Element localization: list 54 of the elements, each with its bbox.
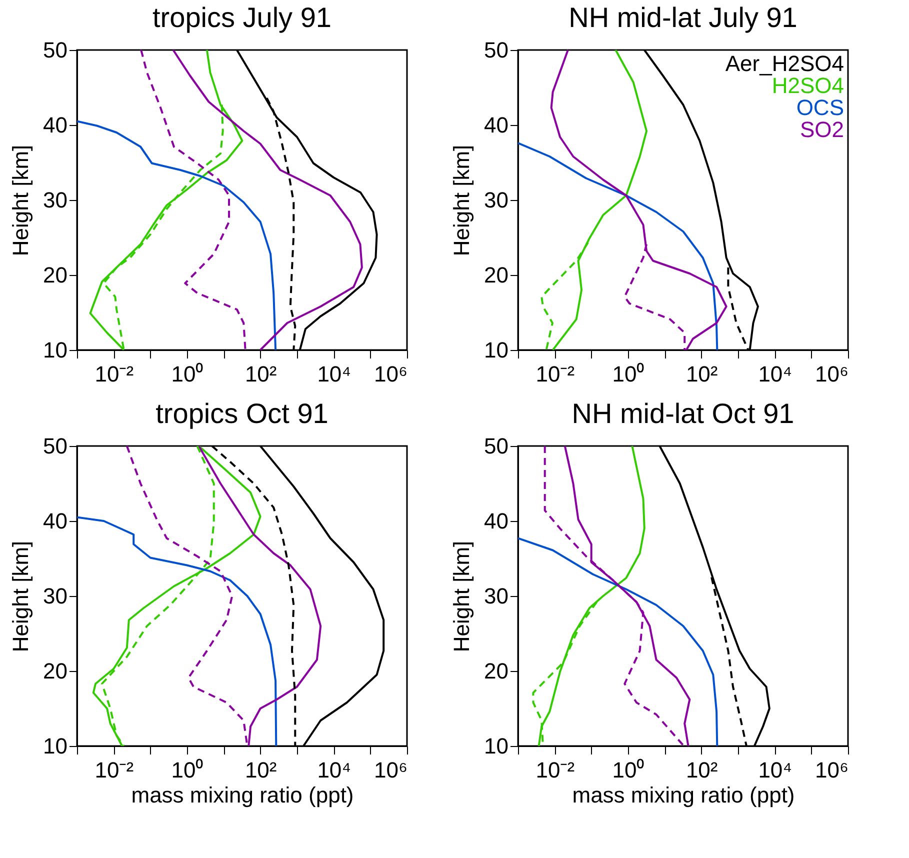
chart-title: tropics Oct 91 [156, 398, 328, 429]
x-tick-label: 10² [686, 362, 718, 386]
text: OCS [796, 95, 844, 120]
x-tick-label: 10² [244, 758, 277, 782]
x-axis-title: mass mixing ratio (ppt) [572, 782, 795, 808]
x-tick-label: 10⁻² [94, 758, 134, 782]
y-tick-label: 10 [484, 734, 508, 758]
y-tick-label: 40 [43, 112, 68, 138]
x-tick-label: 10⁰ [612, 758, 645, 782]
text: H2SO4 [772, 73, 844, 98]
x-tick-label: 10⁶ [374, 758, 408, 782]
y-tick-label: 50 [484, 38, 508, 62]
x-tick-label: 10⁴ [758, 758, 792, 782]
x-tick-label: 10⁻² [94, 362, 134, 386]
x-axis-title: mass mixing ratio (ppt) [131, 782, 354, 808]
y-tick-label: 20 [43, 658, 68, 684]
y-tick-label: 50 [43, 434, 68, 458]
y-axis-title: Height [km] [8, 144, 34, 256]
x-tick-label: 10⁶ [814, 362, 848, 386]
y-tick-label: 10 [484, 338, 508, 362]
x-tick-label: 10⁴ [758, 362, 792, 386]
y-tick-label: 20 [43, 262, 68, 288]
y-tick-label: 40 [484, 112, 508, 138]
x-tick-label: 10⁴ [317, 362, 352, 386]
y-tick-label: 40 [43, 508, 68, 534]
y-tick-label: 30 [484, 188, 508, 212]
y-tick-label: 50 [43, 38, 68, 62]
text: SO2 [800, 117, 844, 142]
y-tick-label: 30 [43, 584, 68, 608]
x-tick-label: 10⁻² [536, 758, 575, 782]
y-tick-label: 10 [43, 734, 68, 758]
y-axis-title: Height [km] [449, 540, 474, 652]
y-tick-label: 20 [484, 658, 508, 684]
y-axis-title: Height [km] [8, 540, 34, 652]
x-tick-label: 10² [244, 362, 277, 386]
x-tick-label: 10⁶ [374, 362, 408, 386]
x-tick-label: 10⁶ [814, 758, 848, 782]
y-tick-label: 30 [43, 188, 68, 212]
chart-title: NH mid-lat Oct 91 [572, 398, 794, 429]
chart-title: NH mid-lat July 91 [568, 2, 798, 33]
y-tick-label: 20 [484, 262, 508, 288]
y-tick-label: 40 [484, 508, 508, 534]
x-tick-label: 10⁰ [171, 362, 204, 386]
chart-title: tropics July 91 [152, 2, 332, 33]
text: Aer_H2SO4 [725, 51, 844, 76]
x-tick-label: 10⁰ [612, 362, 645, 386]
y-tick-label: 50 [484, 434, 508, 458]
y-tick-label: 30 [484, 584, 508, 608]
y-axis-title: Height [km] [449, 144, 474, 256]
x-tick-label: 10² [686, 758, 718, 782]
x-tick-label: 10⁻² [536, 362, 575, 386]
x-tick-label: 10⁴ [317, 758, 352, 782]
x-tick-label: 10⁰ [171, 758, 204, 782]
y-tick-label: 10 [43, 338, 68, 362]
